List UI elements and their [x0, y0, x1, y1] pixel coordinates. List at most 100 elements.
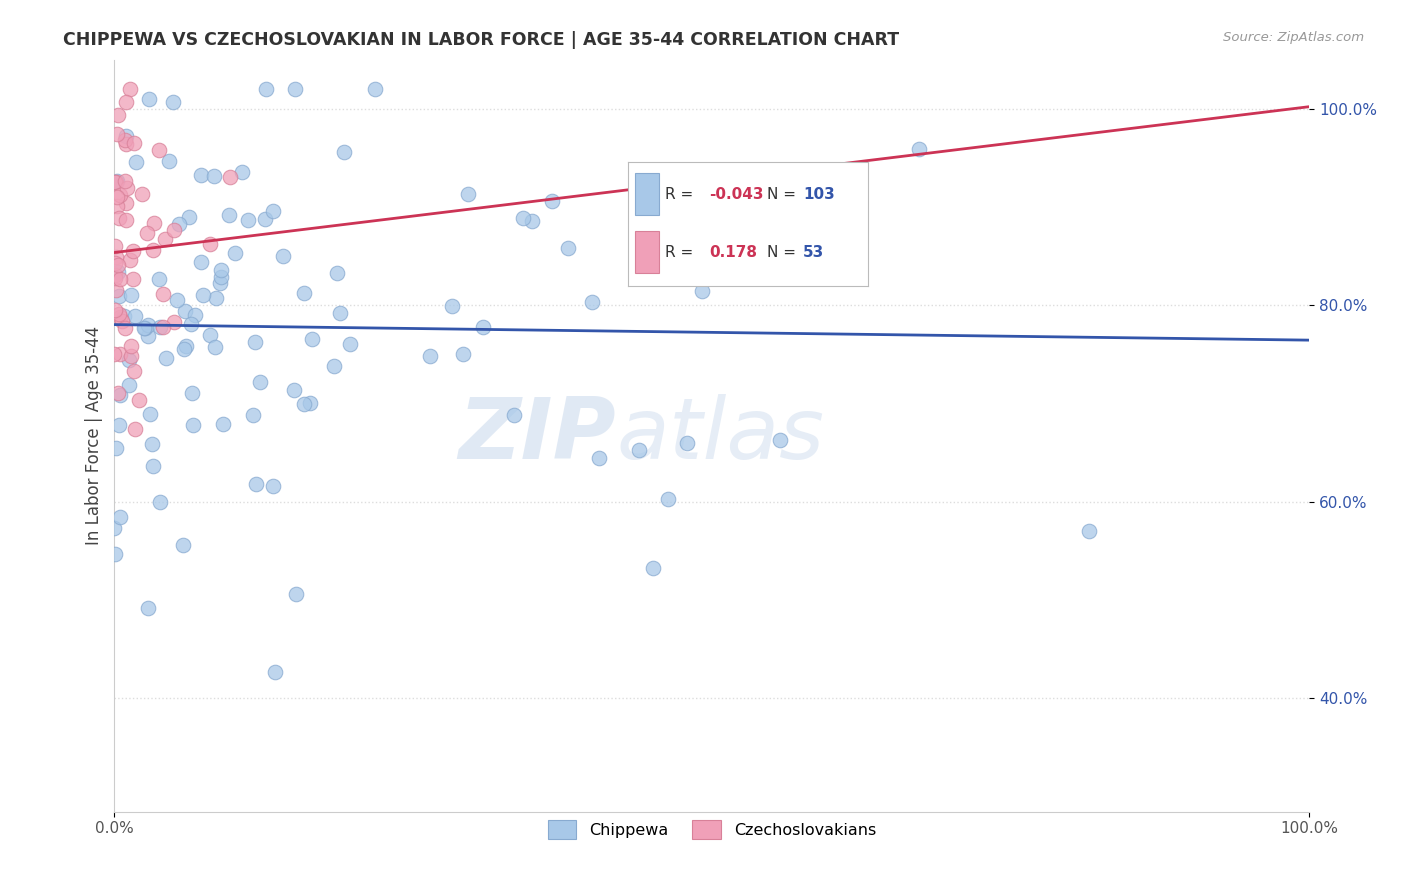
- Point: [136, 318, 159, 332]
- Point: [103, 520, 125, 534]
- Point: [173, 342, 195, 356]
- Text: N =: N =: [768, 244, 796, 260]
- Point: [1078, 524, 1101, 538]
- Point: [301, 333, 323, 347]
- Point: [105, 283, 128, 297]
- Point: [107, 265, 129, 279]
- Point: [283, 383, 305, 397]
- Point: [120, 349, 142, 363]
- Point: [134, 321, 156, 335]
- Point: [149, 495, 172, 509]
- Point: [284, 82, 307, 96]
- Point: [108, 418, 131, 433]
- Point: [285, 587, 308, 601]
- Text: ZIP: ZIP: [458, 394, 616, 477]
- Text: 0.178: 0.178: [710, 244, 758, 260]
- Point: [339, 336, 361, 351]
- Text: 53: 53: [803, 244, 824, 260]
- Point: [249, 375, 271, 389]
- Text: CHIPPEWA VS CZECHOSLOVAKIAN IN LABOR FORCE | AGE 35-44 CORRELATION CHART: CHIPPEWA VS CZECHOSLOVAKIAN IN LABOR FOR…: [63, 31, 900, 49]
- Point: [671, 169, 693, 183]
- Point: [114, 128, 136, 143]
- Point: [198, 236, 221, 251]
- Point: [110, 272, 132, 286]
- Point: [105, 190, 128, 204]
- Point: [152, 320, 174, 334]
- Point: [191, 287, 214, 301]
- Point: [115, 180, 138, 194]
- Point: [117, 353, 139, 368]
- Point: [212, 417, 235, 432]
- Y-axis label: In Labor Force | Age 35-44: In Labor Force | Age 35-44: [86, 326, 103, 545]
- Point: [136, 601, 159, 615]
- Text: atlas: atlas: [616, 394, 824, 477]
- Point: [124, 310, 146, 324]
- Point: [254, 82, 277, 96]
- Point: [111, 314, 134, 328]
- Point: [157, 154, 180, 169]
- Point: [299, 396, 322, 410]
- Point: [108, 188, 131, 202]
- Point: [745, 240, 768, 254]
- Point: [177, 211, 200, 225]
- Point: [236, 213, 259, 227]
- Point: [105, 199, 128, 213]
- Point: [107, 258, 129, 272]
- Point: [114, 133, 136, 147]
- Point: [120, 252, 142, 267]
- Point: [676, 436, 699, 450]
- Point: [115, 213, 138, 227]
- Point: [122, 364, 145, 378]
- Point: [167, 218, 190, 232]
- Point: [364, 82, 387, 96]
- Point: [114, 320, 136, 334]
- Point: [142, 458, 165, 473]
- Point: [908, 142, 931, 156]
- Point: [114, 137, 136, 152]
- Point: [104, 268, 127, 282]
- Point: [118, 82, 141, 96]
- Point: [190, 169, 212, 183]
- Point: [419, 349, 441, 363]
- Point: [112, 309, 135, 323]
- Point: [174, 339, 197, 353]
- Point: [105, 250, 128, 264]
- Point: [163, 223, 186, 237]
- Bar: [636, 173, 659, 215]
- Point: [254, 212, 277, 227]
- Point: [218, 208, 240, 222]
- Text: -0.043: -0.043: [710, 186, 763, 202]
- Point: [219, 169, 242, 184]
- Point: [148, 144, 170, 158]
- Point: [148, 272, 170, 286]
- Point: [174, 303, 197, 318]
- Point: [128, 392, 150, 407]
- Point: [204, 340, 226, 354]
- Point: [183, 309, 205, 323]
- Point: [198, 327, 221, 342]
- Point: [124, 422, 146, 436]
- Point: [245, 334, 267, 349]
- Point: [107, 108, 129, 122]
- Point: [325, 266, 347, 280]
- Text: Source: ZipAtlas.com: Source: ZipAtlas.com: [1223, 31, 1364, 45]
- Point: [581, 295, 603, 310]
- Point: [136, 329, 159, 343]
- Point: [122, 136, 145, 150]
- Point: [690, 284, 713, 298]
- Point: [180, 317, 202, 331]
- Point: [333, 145, 356, 159]
- Point: [107, 211, 129, 226]
- Point: [105, 441, 128, 455]
- Point: [262, 478, 284, 492]
- Point: [471, 319, 494, 334]
- Point: [231, 165, 253, 179]
- Point: [190, 255, 212, 269]
- Point: [155, 351, 177, 366]
- Point: [242, 408, 264, 422]
- Point: [245, 477, 267, 491]
- Point: [118, 378, 141, 392]
- Point: [141, 437, 163, 451]
- Point: [121, 272, 143, 286]
- Point: [125, 154, 148, 169]
